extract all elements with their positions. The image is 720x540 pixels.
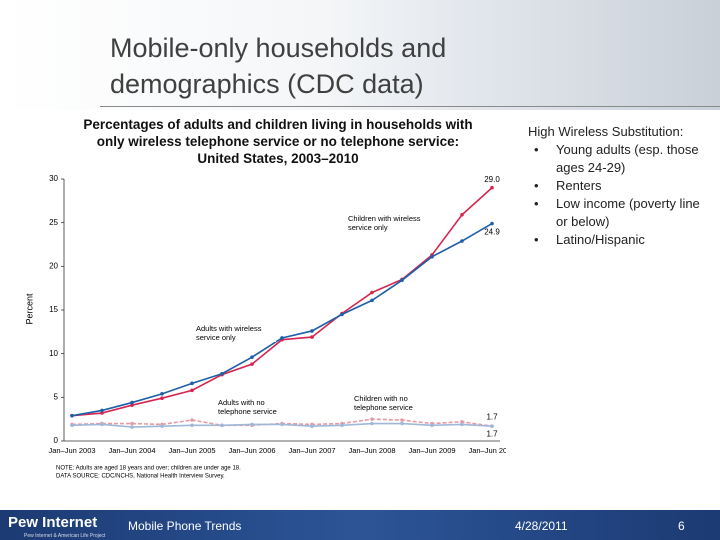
y-tick-label: 10 — [49, 349, 58, 358]
x-tick-label: Jan–Jun 2005 — [168, 446, 215, 455]
footer-title: Mobile Phone Trends — [128, 519, 242, 533]
data-point — [160, 424, 164, 428]
bullet: Latino/Hispanic — [534, 231, 708, 249]
value-label: 1.7 — [486, 412, 498, 421]
data-point — [190, 388, 194, 393]
chart-title-box: Percentages of adults and children livin… — [83, 117, 473, 166]
data-point — [460, 422, 464, 427]
series-label-box: Adults with wireless service only — [196, 324, 276, 342]
chart-source: DATA SOURCE: CDC/NCHS, National Health I… — [56, 474, 225, 480]
logo-subtitle: Pew Internet & American Life Project — [24, 533, 106, 539]
data-point — [70, 423, 74, 428]
y-tick-label: 15 — [49, 305, 58, 314]
footer: Pew Internet Pew Internet & American Lif… — [0, 510, 720, 540]
data-point — [310, 424, 314, 428]
data-point — [340, 312, 344, 317]
header-background — [0, 0, 720, 110]
data-point — [130, 400, 134, 405]
data-point — [130, 421, 134, 426]
data-point — [370, 298, 374, 303]
series-label-box: Adults with no telephone service — [218, 398, 298, 416]
x-tick-label: Jan–Jun 2007 — [288, 446, 335, 455]
x-tick-label: Jan–Jun 2010 — [468, 446, 506, 455]
data-point — [190, 418, 194, 422]
series-label: Children with wireless service only — [348, 214, 428, 232]
data-point — [310, 335, 314, 339]
data-point — [190, 423, 194, 428]
y-axis-label: Percent — [24, 293, 34, 325]
y-tick-label: 25 — [49, 218, 58, 227]
data-point — [310, 329, 314, 333]
value-label: 29.0 — [484, 175, 500, 184]
data-point — [370, 290, 374, 295]
side-panel: High Wireless Substitution: Young adults… — [528, 123, 708, 249]
data-point — [100, 408, 104, 413]
data-point — [250, 422, 254, 427]
chart-title: Percentages of adults and children livin… — [83, 117, 473, 166]
data-point — [460, 239, 464, 243]
data-point — [190, 381, 194, 386]
x-tick-label: Jan–Jun 2003 — [48, 446, 95, 455]
data-point — [100, 422, 104, 427]
data-point — [340, 423, 344, 428]
y-tick-label: 5 — [54, 392, 59, 401]
data-point — [460, 419, 464, 424]
bullet: Renters — [534, 177, 708, 195]
footer-date: 4/28/2011 — [515, 519, 568, 533]
data-point — [250, 355, 254, 359]
slide-title: Mobile-only households and demographics … — [110, 33, 447, 99]
data-point — [100, 411, 104, 415]
data-point — [280, 422, 284, 427]
series-label-box: Children with wireless service only — [348, 214, 428, 232]
data-point — [400, 278, 404, 283]
data-point — [400, 418, 404, 422]
value-label: 1.7 — [486, 429, 498, 438]
data-point — [490, 185, 494, 190]
data-point — [430, 423, 434, 428]
series-label: Adults with wireless service only — [196, 324, 276, 342]
data-point — [220, 371, 224, 376]
data-point — [370, 421, 374, 426]
data-point — [220, 423, 224, 428]
logo: Pew Internet — [8, 514, 98, 531]
value-label: 24.9 — [484, 228, 500, 237]
y-tick-label: 20 — [49, 261, 58, 270]
data-point — [490, 221, 494, 226]
series-label: Children with no telephone service — [354, 394, 434, 412]
bullet-list: Young adults (esp. those ages 24-29)Rent… — [528, 141, 708, 249]
chart: Percentages of adults and children livin… — [18, 114, 506, 486]
data-point — [490, 424, 494, 428]
data-point — [460, 213, 464, 217]
x-tick-label: Jan–Jun 2006 — [228, 446, 275, 455]
x-tick-label: Jan–Jun 2004 — [108, 446, 155, 455]
data-point — [160, 392, 164, 396]
series-label-box: Children with no telephone service — [354, 394, 434, 412]
x-tick-label: Jan–Jun 2009 — [408, 446, 455, 455]
x-tick-label: Jan–Jun 2008 — [348, 446, 395, 455]
side-heading: High Wireless Substitution: — [528, 124, 684, 139]
data-point — [430, 254, 434, 259]
data-point — [130, 425, 134, 429]
data-point — [400, 421, 404, 426]
chart-note: NOTE: Adults are aged 18 years and over;… — [56, 466, 241, 472]
data-point — [250, 362, 254, 366]
series-label: Adults with no telephone service — [218, 398, 298, 416]
data-point — [280, 336, 284, 340]
data-point — [70, 413, 74, 418]
bullet: Low income (poverty line or below) — [534, 195, 708, 231]
title-rule — [100, 106, 720, 107]
bullet: Young adults (esp. those ages 24-29) — [534, 141, 708, 177]
y-tick-label: 30 — [49, 174, 58, 183]
data-point — [160, 396, 164, 401]
data-point — [370, 417, 374, 421]
page-number: 6 — [678, 519, 685, 533]
data-point — [130, 403, 134, 407]
y-tick-label: 0 — [54, 436, 59, 445]
